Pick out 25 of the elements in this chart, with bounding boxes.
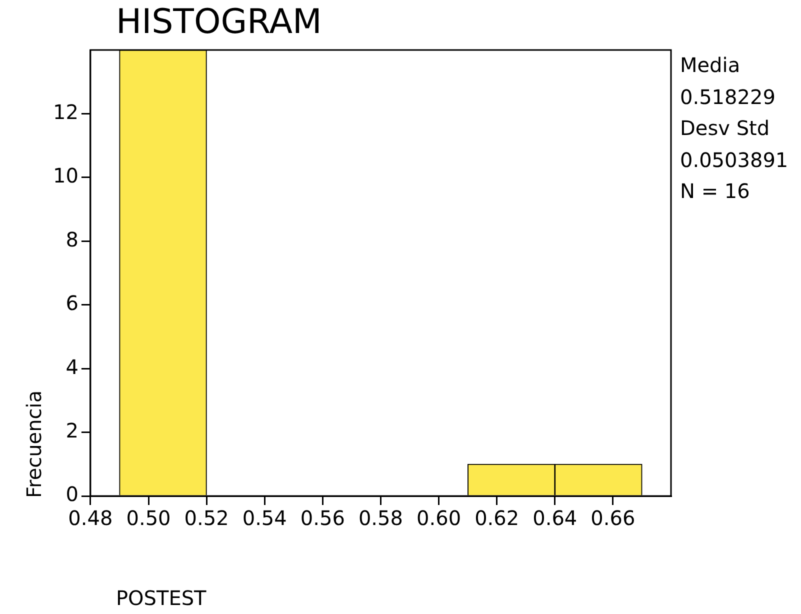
x-tick-label: 0.66 bbox=[590, 506, 636, 530]
chart-title: HISTOGRAM bbox=[116, 2, 322, 42]
x-tick-label: 0.50 bbox=[126, 506, 171, 530]
y-tick-label: 0 bbox=[66, 482, 78, 506]
y-tick-label: 10 bbox=[52, 164, 78, 188]
x-tick-label: 0.52 bbox=[184, 506, 229, 530]
y-tick-label: 2 bbox=[66, 418, 78, 442]
y-tick-label: 6 bbox=[66, 291, 78, 316]
text: 0.518229 bbox=[680, 84, 776, 110]
y-tick-label: 12 bbox=[52, 100, 78, 124]
text: 0.0503891 bbox=[680, 146, 788, 174]
x-tick-label: 0.62 bbox=[474, 506, 520, 530]
x-tick-label: 0.64 bbox=[532, 506, 578, 530]
x-tick-label: 0.56 bbox=[300, 506, 345, 530]
text: Media bbox=[680, 52, 742, 79]
text: Desv Std bbox=[680, 115, 771, 142]
x-tick-label: 0.60 bbox=[416, 506, 462, 530]
x-tick-label: 0.48 bbox=[68, 506, 113, 530]
x-axis-title: POSTEST bbox=[116, 586, 206, 610]
y-axis-title: Frecuencia bbox=[22, 390, 46, 498]
x-tick-label: 0.54 bbox=[242, 506, 287, 530]
x-tick-label: 0.58 bbox=[358, 506, 403, 530]
y-tick-label: 8 bbox=[66, 227, 78, 252]
text: N = 16 bbox=[680, 178, 751, 205]
y-tick-label: 4 bbox=[66, 354, 78, 379]
